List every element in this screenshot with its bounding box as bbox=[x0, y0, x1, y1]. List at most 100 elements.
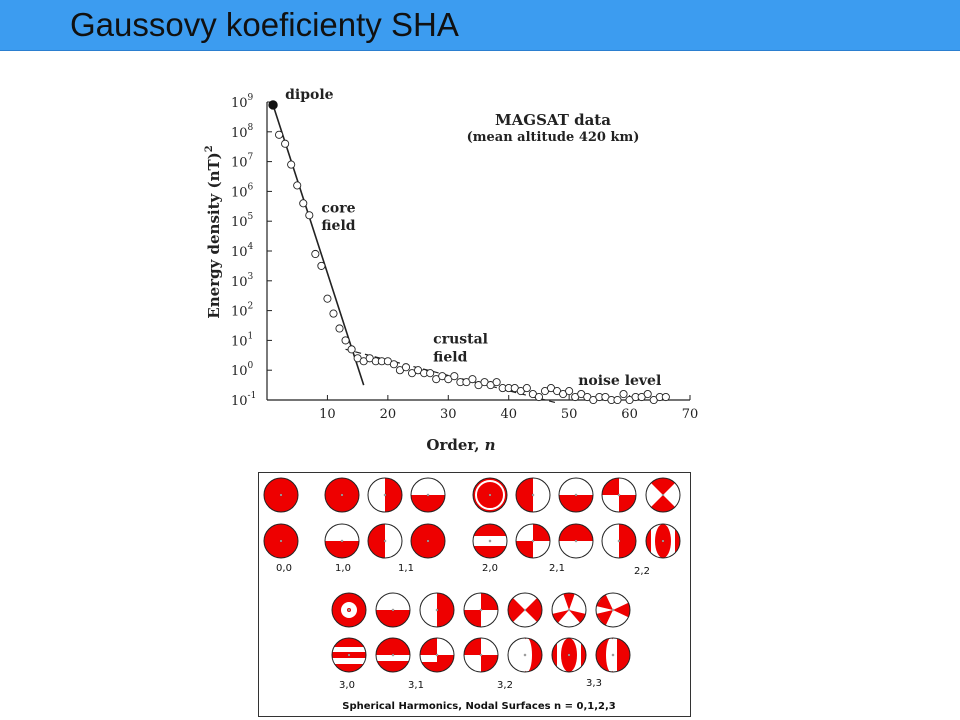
data-point bbox=[389, 360, 398, 369]
data-point bbox=[450, 372, 459, 381]
harmonic-globe bbox=[375, 592, 411, 628]
harmonic-globe bbox=[419, 637, 455, 673]
data-point bbox=[613, 395, 622, 405]
data-point bbox=[329, 309, 338, 318]
chart-axes: 10 20 30 40 50 60 70 10-1 100 101 102 103 104 105 106 1… bbox=[231, 93, 698, 422]
chart-label: dipole bbox=[285, 87, 334, 103]
harmonic-globe bbox=[410, 477, 446, 513]
harmonic-globe bbox=[601, 523, 637, 559]
y-tick-label: 102 bbox=[231, 302, 253, 320]
x-tick-label: 60 bbox=[621, 407, 638, 422]
y-tick-label: 106 bbox=[231, 182, 254, 200]
data-point bbox=[534, 392, 543, 402]
harmonic-globe bbox=[472, 477, 508, 513]
harmonic-globe bbox=[507, 592, 543, 628]
harmonic-globe bbox=[331, 637, 367, 673]
harmonic-globe bbox=[463, 592, 499, 628]
harmonic-group-label: 1,0 bbox=[335, 563, 351, 574]
harmonic-globe bbox=[410, 523, 446, 559]
data-point bbox=[661, 392, 670, 402]
y-tick-label: 10-1 bbox=[231, 391, 256, 409]
chart-label: core bbox=[321, 200, 355, 216]
harmonics-caption: Spherical Harmonics, Nodal Surfaces n = … bbox=[342, 701, 616, 712]
y-tick-label: 104 bbox=[231, 242, 254, 260]
harmonic-group-label: 1,1 bbox=[398, 563, 414, 574]
y-tick-label: 108 bbox=[231, 123, 254, 141]
chart-label: field bbox=[321, 218, 355, 234]
harmonic-group-label: 2,2 bbox=[634, 566, 650, 577]
harmonic-globe bbox=[645, 523, 681, 559]
chart-label: noise level bbox=[578, 373, 661, 389]
slide-title: Gaussovy koeficienty SHA bbox=[70, 6, 459, 43]
harmonic-globe bbox=[558, 523, 594, 559]
data-point bbox=[643, 389, 652, 399]
title-bar: Gaussovy koeficienty SHA bbox=[0, 0, 960, 51]
harmonic-group-label: 2,0 bbox=[482, 563, 498, 574]
spherical-harmonics-drawing: 0,0 1,0 1,1 2,0 2,1 2,2 3,0 3,1 3,2 3,3 Spherical… bbox=[263, 477, 681, 712]
data-point bbox=[565, 387, 574, 396]
data-point bbox=[468, 375, 477, 384]
y-axis-label: Energy density (nT)2 bbox=[204, 145, 223, 318]
data-point bbox=[317, 261, 326, 270]
harmonic-globe bbox=[263, 523, 299, 559]
data-points bbox=[268, 100, 670, 405]
x-tick-label: 30 bbox=[440, 407, 457, 422]
harmonic-globe bbox=[558, 477, 594, 513]
harmonic-globe bbox=[331, 592, 367, 628]
harmonic-globe bbox=[263, 477, 299, 513]
data-point bbox=[323, 294, 332, 303]
harmonic-group-label: 2,1 bbox=[549, 563, 565, 574]
data-point bbox=[401, 363, 411, 372]
harmonic-group-label: 3,1 bbox=[408, 680, 424, 691]
x-tick-label: 20 bbox=[380, 407, 397, 422]
harmonic-globe bbox=[375, 637, 411, 673]
data-point bbox=[426, 369, 435, 378]
y-tick-label: 109 bbox=[231, 93, 254, 111]
data-point bbox=[335, 324, 344, 333]
y-axis-label-base: Energy density (nT) bbox=[205, 152, 223, 318]
chart-labels: dipole core field crustal field noise level bbox=[285, 87, 661, 389]
energy-spectrum-chart: 10 20 30 40 50 60 70 10-1 100 101 102 103 104 105 106 1… bbox=[204, 87, 698, 454]
dipole-point bbox=[268, 100, 278, 110]
data-point bbox=[299, 199, 308, 208]
data-point bbox=[522, 384, 531, 393]
harmonic-globe bbox=[507, 637, 543, 673]
harmonic-globe bbox=[367, 523, 403, 559]
chart-label: field bbox=[433, 349, 467, 365]
data-point bbox=[287, 160, 296, 169]
harmonic-globe bbox=[645, 477, 681, 513]
harmonic-globe bbox=[419, 592, 455, 628]
harmonic-globe bbox=[324, 477, 360, 513]
harmonic-globe bbox=[595, 637, 631, 673]
harmonic-globe bbox=[595, 592, 631, 628]
harmonic-group-label: 0,0 bbox=[276, 563, 292, 574]
chart-annotation-main: MAGSAT data bbox=[495, 111, 611, 129]
x-axis-label: Order, n bbox=[426, 436, 495, 454]
harmonic-group-label: 3,0 bbox=[339, 680, 355, 691]
data-point bbox=[492, 378, 501, 387]
spherical-harmonics-figure: 0,0 1,0 1,1 2,0 2,1 2,2 3,0 3,1 3,2 3,3 Spherical… bbox=[258, 472, 691, 717]
data-point bbox=[305, 211, 314, 220]
y-tick-label: 107 bbox=[231, 153, 254, 171]
data-point bbox=[293, 181, 302, 190]
chart-annotation-sub: (mean altitude 420 km) bbox=[467, 130, 640, 145]
data-point bbox=[619, 389, 628, 399]
harmonic-globe bbox=[551, 592, 587, 628]
harmonic-group-label: 3,2 bbox=[497, 680, 513, 691]
data-point bbox=[275, 130, 284, 139]
y-tick-label: 101 bbox=[231, 331, 253, 349]
y-tick-label: 100 bbox=[231, 361, 254, 379]
harmonic-globe bbox=[515, 477, 551, 513]
y-tick-label: 105 bbox=[231, 212, 254, 230]
harmonic-globe bbox=[601, 477, 637, 513]
x-tick-label: 70 bbox=[682, 407, 699, 422]
data-point bbox=[341, 336, 350, 345]
chart-label: crustal bbox=[433, 331, 488, 347]
data-point bbox=[347, 345, 356, 354]
y-tick-label: 103 bbox=[231, 272, 254, 290]
harmonic-globes bbox=[263, 477, 681, 673]
harmonic-globe bbox=[472, 523, 508, 559]
data-point bbox=[281, 139, 290, 148]
harmonic-globe bbox=[551, 637, 587, 673]
harmonic-globe bbox=[324, 523, 360, 559]
